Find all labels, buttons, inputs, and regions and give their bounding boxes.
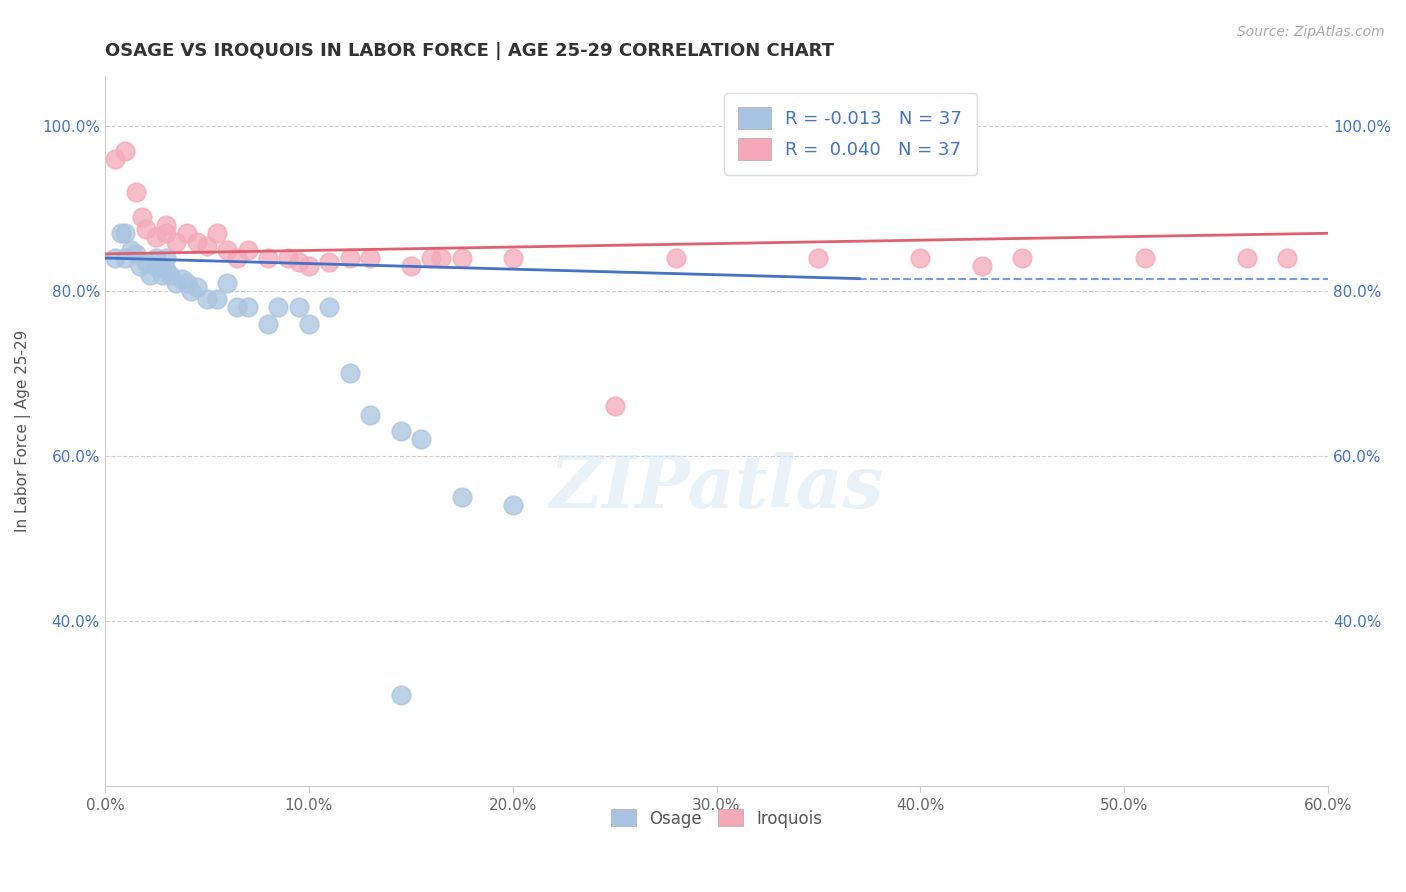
Point [205,292,228,306]
Legend: Osage, Iroquois: Osage, Iroquois [605,803,830,834]
Point [359,251,381,265]
Point [165,276,187,290]
Point [145,230,167,244]
Point [145,251,167,265]
Point [420,251,443,265]
Point [318,255,340,269]
Point [450,490,472,504]
Point [298,259,321,273]
Point [450,251,472,265]
Point [389,688,412,702]
Point [124,185,146,199]
Point [298,317,321,331]
Point [665,251,688,265]
Point [159,268,181,282]
Point [155,263,177,277]
Text: ZIPatlas: ZIPatlas [550,452,883,524]
Point [114,251,136,265]
Point [287,301,309,315]
Point [236,301,259,315]
Point [195,292,218,306]
Point [172,271,194,285]
Point [430,251,453,265]
Point [1277,251,1299,265]
Point [287,255,309,269]
Point [970,259,993,273]
Point [165,235,187,249]
Point [502,251,524,265]
Point [180,284,202,298]
Point [150,268,173,282]
Point [135,255,157,269]
Point [910,251,932,265]
Point [1236,251,1258,265]
Point [124,247,146,261]
Point [114,227,136,241]
Point [217,276,239,290]
Point [226,251,249,265]
Point [155,251,177,265]
Point [257,251,280,265]
Point [186,235,208,249]
Point [359,408,381,422]
Point [110,227,132,241]
Point [807,251,830,265]
Text: OSAGE VS IROQUOIS IN LABOR FORCE | AGE 25-29 CORRELATION CHART: OSAGE VS IROQUOIS IN LABOR FORCE | AGE 2… [105,42,834,60]
Point [121,243,143,257]
Point [339,251,361,265]
Point [139,268,162,282]
Point [205,227,228,241]
Point [226,301,249,315]
Point [176,276,198,290]
Point [186,280,208,294]
Y-axis label: In Labor Force | Age 25-29: In Labor Force | Age 25-29 [15,330,31,533]
Point [104,152,127,166]
Point [389,424,412,438]
Point [128,259,150,273]
Point [1133,251,1156,265]
Point [217,243,239,257]
Point [104,251,127,265]
Point [603,400,626,414]
Point [257,317,280,331]
Point [145,259,167,273]
Point [135,222,157,236]
Point [195,238,218,252]
Point [236,243,259,257]
Point [176,227,198,241]
Point [339,367,361,381]
Point [1011,251,1033,265]
Point [318,301,340,315]
Point [155,218,177,232]
Point [155,227,177,241]
Point [114,144,136,158]
Point [277,251,299,265]
Point [131,210,153,224]
Point [267,301,290,315]
Point [409,433,432,447]
Point [502,499,524,513]
Text: Source: ZipAtlas.com: Source: ZipAtlas.com [1237,25,1385,39]
Point [399,259,422,273]
